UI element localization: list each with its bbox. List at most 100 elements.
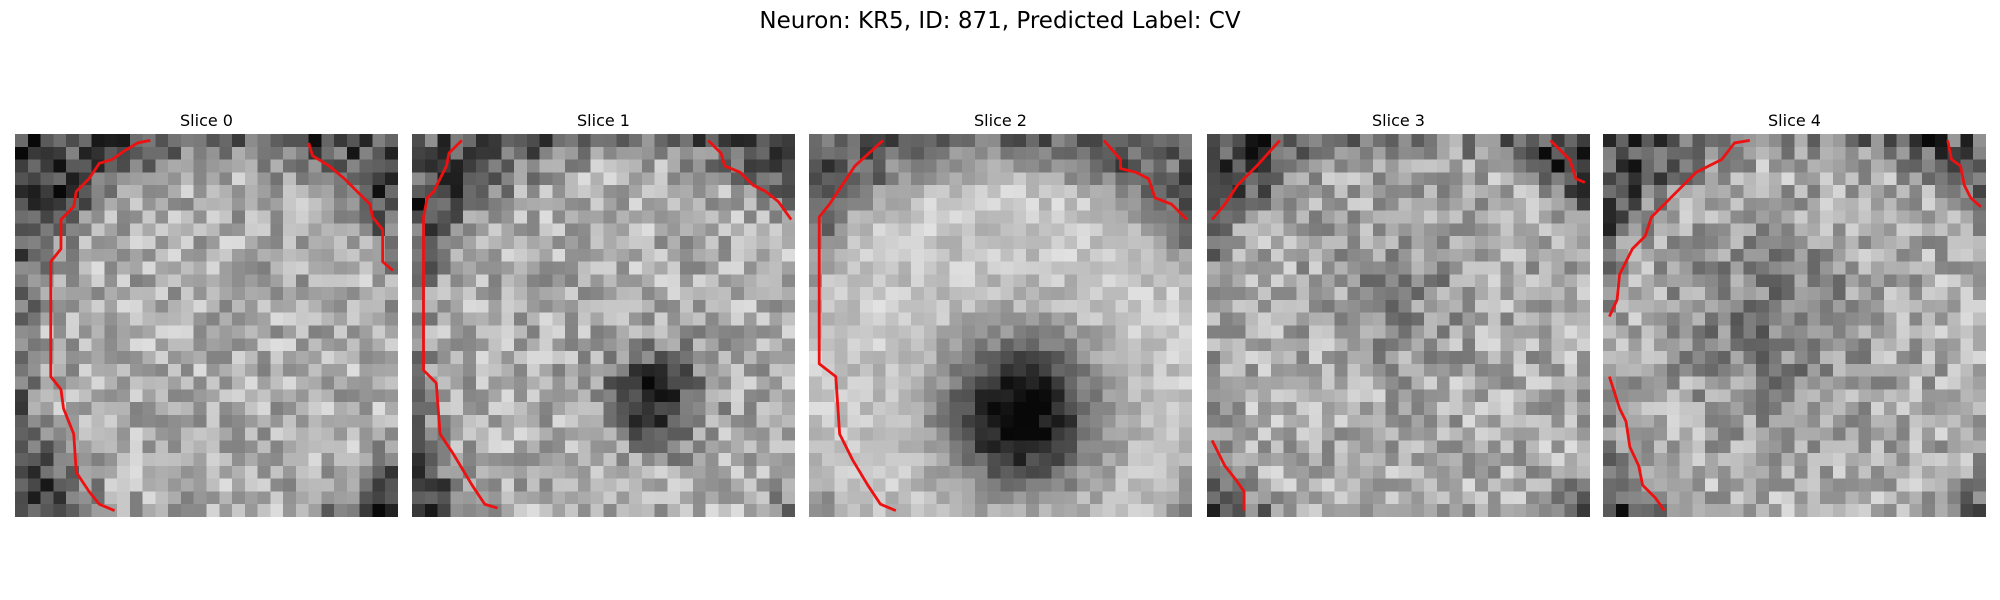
pixel xyxy=(53,351,67,364)
pixel xyxy=(295,172,309,186)
pixel xyxy=(40,185,54,198)
pixel xyxy=(1934,427,1948,441)
pixel xyxy=(1692,223,1706,237)
pixel xyxy=(1513,402,1527,415)
pixel xyxy=(987,146,1001,160)
pixel xyxy=(641,287,655,300)
pixel xyxy=(1000,172,1014,186)
pixel xyxy=(974,210,988,224)
pixel xyxy=(1449,465,1463,479)
pixel xyxy=(1051,236,1065,249)
pixel xyxy=(193,197,207,211)
pixel xyxy=(1551,159,1565,173)
pixel xyxy=(539,465,553,479)
pixel xyxy=(1270,440,1284,454)
pixel xyxy=(1360,465,1373,479)
pixel xyxy=(872,172,886,186)
pixel xyxy=(257,363,271,377)
pixel xyxy=(206,210,220,224)
pixel xyxy=(257,172,271,186)
pixel xyxy=(1102,299,1116,313)
pixel xyxy=(27,351,41,364)
pixel xyxy=(1232,453,1246,466)
pixel xyxy=(321,478,335,492)
pixel xyxy=(142,312,156,326)
pixel xyxy=(180,440,194,454)
pixel xyxy=(1845,453,1859,466)
pixel xyxy=(872,338,886,352)
pixel xyxy=(1794,248,1808,262)
pixel xyxy=(180,287,194,300)
pixel xyxy=(911,389,924,403)
pixel xyxy=(385,491,398,505)
pixel xyxy=(244,440,258,454)
pixel xyxy=(1270,478,1284,492)
pixel xyxy=(1309,414,1322,428)
pixel xyxy=(1398,440,1412,454)
pixel xyxy=(629,453,642,466)
pixel xyxy=(412,504,425,517)
pixel xyxy=(1424,185,1437,198)
pixel xyxy=(1013,325,1027,339)
pixel xyxy=(1140,389,1154,403)
pixel xyxy=(1385,351,1399,364)
pixel xyxy=(809,478,822,492)
pixel xyxy=(1026,299,1039,313)
pixel xyxy=(1179,338,1192,352)
pixel xyxy=(1820,325,1833,339)
pixel xyxy=(1705,172,1718,186)
pixel xyxy=(590,351,604,364)
pixel xyxy=(1013,504,1027,517)
pixel xyxy=(1551,440,1565,454)
pixel xyxy=(1321,248,1335,262)
pixel xyxy=(334,440,347,454)
pixel xyxy=(155,338,169,352)
pixel xyxy=(129,427,143,441)
pixel xyxy=(1666,261,1680,275)
pixel xyxy=(539,440,553,454)
pixel xyxy=(1883,197,1897,211)
pixel xyxy=(1475,210,1488,224)
pixel xyxy=(1845,172,1859,186)
pixel xyxy=(117,172,130,186)
pixel xyxy=(1140,504,1154,517)
pixel xyxy=(756,402,770,415)
pixel xyxy=(1296,159,1310,173)
pixel xyxy=(565,465,578,479)
pixel xyxy=(412,312,425,326)
pixel xyxy=(1705,440,1718,454)
pixel xyxy=(1871,478,1884,492)
pixel xyxy=(1960,478,1974,492)
pixel xyxy=(731,427,744,441)
pixel xyxy=(705,414,719,428)
pixel xyxy=(1947,440,1961,454)
pixel xyxy=(1372,453,1386,466)
pixel xyxy=(346,338,360,352)
pixel xyxy=(1896,223,1910,237)
pixel xyxy=(412,402,425,415)
pixel xyxy=(1717,159,1731,173)
pixel xyxy=(821,389,835,403)
pixel xyxy=(193,478,207,492)
pixel xyxy=(1564,389,1578,403)
pixel xyxy=(1794,236,1808,249)
pixel xyxy=(705,376,719,390)
pixel xyxy=(756,146,770,160)
pixel xyxy=(1166,491,1180,505)
pixel xyxy=(1424,236,1437,249)
pixels xyxy=(412,134,795,517)
pixel xyxy=(1717,236,1731,249)
pixel xyxy=(731,299,744,313)
pixel xyxy=(1436,325,1450,339)
pixel xyxy=(334,427,347,441)
pixel xyxy=(91,504,105,517)
pixel xyxy=(769,248,783,262)
pixel xyxy=(40,172,54,186)
pixel xyxy=(206,465,220,479)
pixel xyxy=(488,287,502,300)
pixel xyxy=(1717,299,1731,313)
pixel xyxy=(142,236,156,249)
pixel xyxy=(321,465,335,479)
pixel xyxy=(1577,453,1590,466)
pixel xyxy=(949,414,963,428)
